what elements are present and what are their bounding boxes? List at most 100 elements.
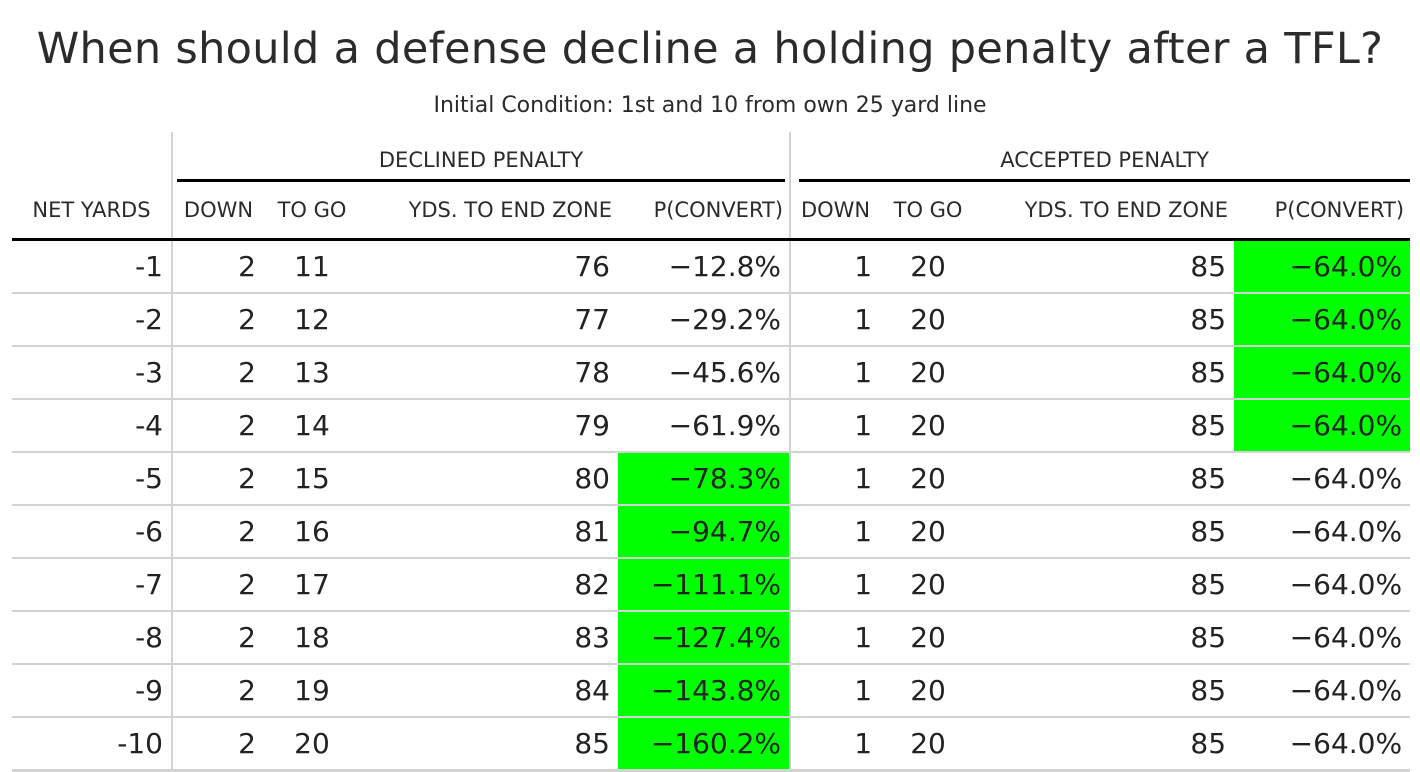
declined-spanner-label: DECLINED PENALTY [177, 144, 786, 182]
cell-accepted-to-go: 20 [880, 505, 977, 559]
cell-accepted-p-convert: −64.0% [1234, 346, 1411, 400]
cell-accepted-p-convert: −64.0% [1234, 611, 1411, 665]
cell-declined-p-convert: −61.9% [618, 399, 792, 453]
cell-declined-down: 2 [172, 558, 264, 612]
cell-net-yards: -6 [12, 505, 173, 559]
cell-accepted-p-convert: −64.0% [1234, 717, 1411, 772]
cell-declined-yds-to-end-zone: 77 [360, 293, 618, 347]
cell-net-yards: -10 [12, 717, 173, 772]
cell-accepted-p-convert: −64.0% [1234, 505, 1411, 559]
cell-declined-down: 2 [172, 611, 264, 665]
table-row: -6 2 16 81 −94.7% 1 20 85 −64.0% [12, 505, 1411, 559]
cell-declined-p-convert: −127.4% [618, 611, 792, 665]
cell-declined-to-go: 16 [264, 505, 360, 559]
cell-accepted-yds-to-end-zone: 85 [976, 452, 1235, 506]
table-row: -2 2 12 77 −29.2% 1 20 85 −64.0% [12, 293, 1411, 347]
cell-declined-to-go: 14 [264, 399, 360, 453]
cell-accepted-yds-to-end-zone: 85 [976, 399, 1235, 453]
cell-declined-to-go: 19 [264, 664, 360, 718]
cell-declined-p-convert: −94.7% [618, 505, 792, 559]
cell-accepted-to-go: 20 [880, 558, 977, 612]
cell-accepted-p-convert: −64.0% [1234, 452, 1411, 506]
cell-declined-yds-to-end-zone: 82 [360, 558, 618, 612]
cell-accepted-yds-to-end-zone: 85 [976, 664, 1235, 718]
penalty-table: DECLINED PENALTY ACCEPTED PENALTY NET YA… [12, 132, 1411, 772]
cell-accepted-to-go: 20 [880, 399, 977, 453]
cell-net-yards: -4 [12, 399, 173, 453]
cell-declined-p-convert: −143.8% [618, 664, 792, 718]
cell-net-yards: -2 [12, 293, 173, 347]
cell-accepted-p-convert: −64.0% [1234, 664, 1411, 718]
stub-spanner-blank [12, 132, 173, 182]
table-row: -10 2 20 85 −160.2% 1 20 85 −64.0% [12, 717, 1411, 772]
cell-accepted-to-go: 20 [880, 293, 977, 347]
cell-net-yards: -1 [12, 239, 173, 294]
cell-declined-yds-to-end-zone: 78 [360, 346, 618, 400]
cell-net-yards: -8 [12, 611, 173, 665]
cell-declined-yds-to-end-zone: 76 [360, 239, 618, 294]
cell-declined-to-go: 17 [264, 558, 360, 612]
col-header-net-yards: NET YARDS [12, 182, 173, 241]
cell-accepted-down: 1 [790, 452, 881, 506]
cell-declined-down: 2 [172, 399, 264, 453]
cell-declined-down: 2 [172, 346, 264, 400]
cell-declined-p-convert: −29.2% [618, 293, 792, 347]
accepted-spanner-label: ACCEPTED PENALTY [799, 144, 1411, 182]
cell-declined-p-convert: −111.1% [618, 558, 792, 612]
cell-net-yards: -9 [12, 664, 173, 718]
cell-declined-to-go: 15 [264, 452, 360, 506]
table-subtitle: Initial Condition: 1st and 10 from own 2… [433, 93, 987, 118]
cell-accepted-yds-to-end-zone: 85 [976, 558, 1235, 612]
col-header-accepted-yds-to-end-zone: YDS. TO END ZONE [976, 182, 1235, 241]
cell-declined-yds-to-end-zone: 84 [360, 664, 618, 718]
cell-declined-p-convert: −45.6% [618, 346, 792, 400]
cell-declined-down: 2 [172, 717, 264, 772]
cell-declined-down: 2 [172, 239, 264, 294]
cell-declined-yds-to-end-zone: 85 [360, 717, 618, 772]
cell-net-yards: -5 [12, 452, 173, 506]
cell-declined-yds-to-end-zone: 79 [360, 399, 618, 453]
cell-accepted-down: 1 [790, 399, 881, 453]
cell-declined-yds-to-end-zone: 80 [360, 452, 618, 506]
cell-accepted-yds-to-end-zone: 85 [976, 239, 1235, 294]
cell-accepted-p-convert: −64.0% [1234, 293, 1411, 347]
cell-accepted-down: 1 [790, 717, 881, 772]
table-row: -5 2 15 80 −78.3% 1 20 85 −64.0% [12, 452, 1411, 506]
cell-accepted-down: 1 [790, 346, 881, 400]
cell-declined-to-go: 11 [264, 239, 360, 294]
cell-net-yards: -3 [12, 346, 173, 400]
cell-accepted-yds-to-end-zone: 85 [976, 611, 1235, 665]
col-header-declined-down: DOWN [172, 182, 264, 241]
cell-accepted-down: 1 [790, 293, 881, 347]
cell-declined-to-go: 13 [264, 346, 360, 400]
declined-spanner: DECLINED PENALTY [172, 132, 792, 182]
col-header-accepted-to-go: TO GO [880, 182, 977, 241]
cell-declined-yds-to-end-zone: 83 [360, 611, 618, 665]
cell-accepted-yds-to-end-zone: 85 [976, 293, 1235, 347]
cell-accepted-down: 1 [790, 239, 881, 294]
cell-accepted-down: 1 [790, 611, 881, 665]
col-header-declined-to-go: TO GO [264, 182, 360, 241]
cell-accepted-p-convert: −64.0% [1234, 239, 1411, 294]
table-row: -3 2 13 78 −45.6% 1 20 85 −64.0% [12, 346, 1411, 400]
cell-accepted-to-go: 20 [880, 239, 977, 294]
cell-declined-p-convert: −12.8% [618, 239, 792, 294]
col-header-accepted-p-convert: P(CONVERT) [1234, 182, 1411, 241]
cell-accepted-yds-to-end-zone: 85 [976, 346, 1235, 400]
cell-declined-to-go: 12 [264, 293, 360, 347]
table-row: -8 2 18 83 −127.4% 1 20 85 −64.0% [12, 611, 1411, 665]
cell-accepted-yds-to-end-zone: 85 [976, 717, 1235, 772]
cell-declined-down: 2 [172, 293, 264, 347]
table-row: -1 2 11 76 −12.8% 1 20 85 −64.0% [12, 239, 1411, 294]
table-title: When should a defense decline a holding … [36, 24, 1384, 74]
cell-declined-p-convert: −78.3% [618, 452, 792, 506]
cell-accepted-to-go: 20 [880, 717, 977, 772]
cell-declined-to-go: 18 [264, 611, 360, 665]
cell-declined-down: 2 [172, 664, 264, 718]
table-row: -4 2 14 79 −61.9% 1 20 85 −64.0% [12, 399, 1411, 453]
cell-accepted-yds-to-end-zone: 85 [976, 505, 1235, 559]
col-header-accepted-down: DOWN [790, 182, 881, 241]
col-header-declined-yds-to-end-zone: YDS. TO END ZONE [360, 182, 618, 241]
cell-accepted-to-go: 20 [880, 452, 977, 506]
cell-accepted-down: 1 [790, 558, 881, 612]
